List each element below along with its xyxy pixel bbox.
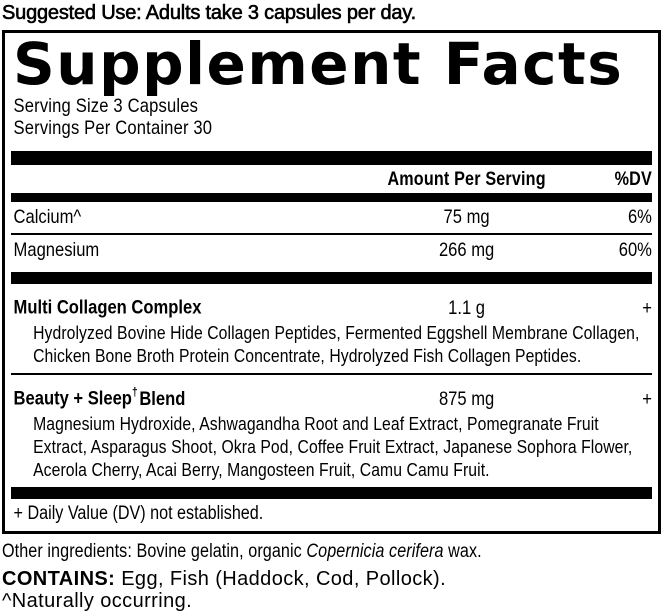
blend-ingredients-multi-collagen: Hydrolyzed Bovine Hide Collagen Peptides… [33,321,640,366]
blend-amount: 1.1 g [448,296,486,319]
nutrient-amount: 75 mg [443,206,490,228]
contains-statement: CONTAINS: Egg, Fish (Haddock, Cod, Pollo… [2,568,663,590]
blend-dv: + [642,387,652,410]
supplement-facts-panel: Supplement Facts Serving Size 3 Capsules… [2,30,661,534]
nutrient-dv: 60% [618,239,652,261]
amount-per-serving-header: Amount Per Serving [387,169,546,190]
blend-dv: + [642,296,652,319]
contains-text: Egg, Fish (Haddock, Cod, Pollock). [115,567,447,590]
servings-per-container-text: Servings Per Container 30 [13,117,213,139]
nutrient-row-magnesium: Magnesium 266 mg 60% [11,235,652,266]
blend-ingredients-beauty-sleep: Magnesium Hydroxide, Ashwagandha Root an… [33,412,633,480]
suggested-use-text: Suggested Use: Adults take 3 capsules pe… [2,2,417,25]
column-header-row: Amount Per Serving %DV [11,165,652,193]
divider-medium [11,372,652,375]
nutrient-row-calcium: Calcium^ 75 mg 6% [11,202,652,233]
blend-name: Multi Collagen Complex [11,292,371,318]
blend-name: Beauty + Sleep†Blend [11,383,371,409]
dagger-symbol: † [131,385,138,399]
blend-name-text: Beauty + Sleep [13,387,132,410]
naturally-occurring-note: ^Naturally occurring. [2,589,193,612]
other-ingredients-suffix: wax. [443,540,482,562]
panel-title: Supplement Facts [13,30,624,98]
species-name-italic: Copernicia cerifera [306,540,444,562]
other-ingredients-prefix: Other ingredients: Bovine gelatin, organ… [2,540,307,562]
blend-row-beauty-sleep: Beauty + Sleep†Blend 875 mg + [11,375,652,411]
divider-bar-middle [11,272,652,284]
blend-name-rest: Blend [139,387,186,410]
divider-thin [11,233,652,235]
other-ingredients-text: Other ingredients: Bovine gelatin, organ… [2,541,662,562]
blend-row-multi-collagen: Multi Collagen Complex 1.1 g + [11,284,652,320]
nutrient-amount: 266 mg [438,239,495,261]
dv-footnote: + Daily Value (DV) not established. [13,502,264,524]
blend-name-text: Multi Collagen Complex [13,296,202,319]
divider-bar-header [11,193,652,202]
divider-bar-top [11,151,652,165]
nutrient-dv: 6% [627,206,652,228]
dv-header: %DV [614,169,652,190]
contains-label: CONTAINS: [2,567,116,590]
nutrient-name: Magnesium [13,239,100,261]
nutrient-name: Calcium^ [13,206,82,228]
blend-amount: 875 mg [438,387,495,410]
serving-size-text: Serving Size 3 Capsules [13,95,199,117]
divider-bar-bottom [11,486,652,499]
